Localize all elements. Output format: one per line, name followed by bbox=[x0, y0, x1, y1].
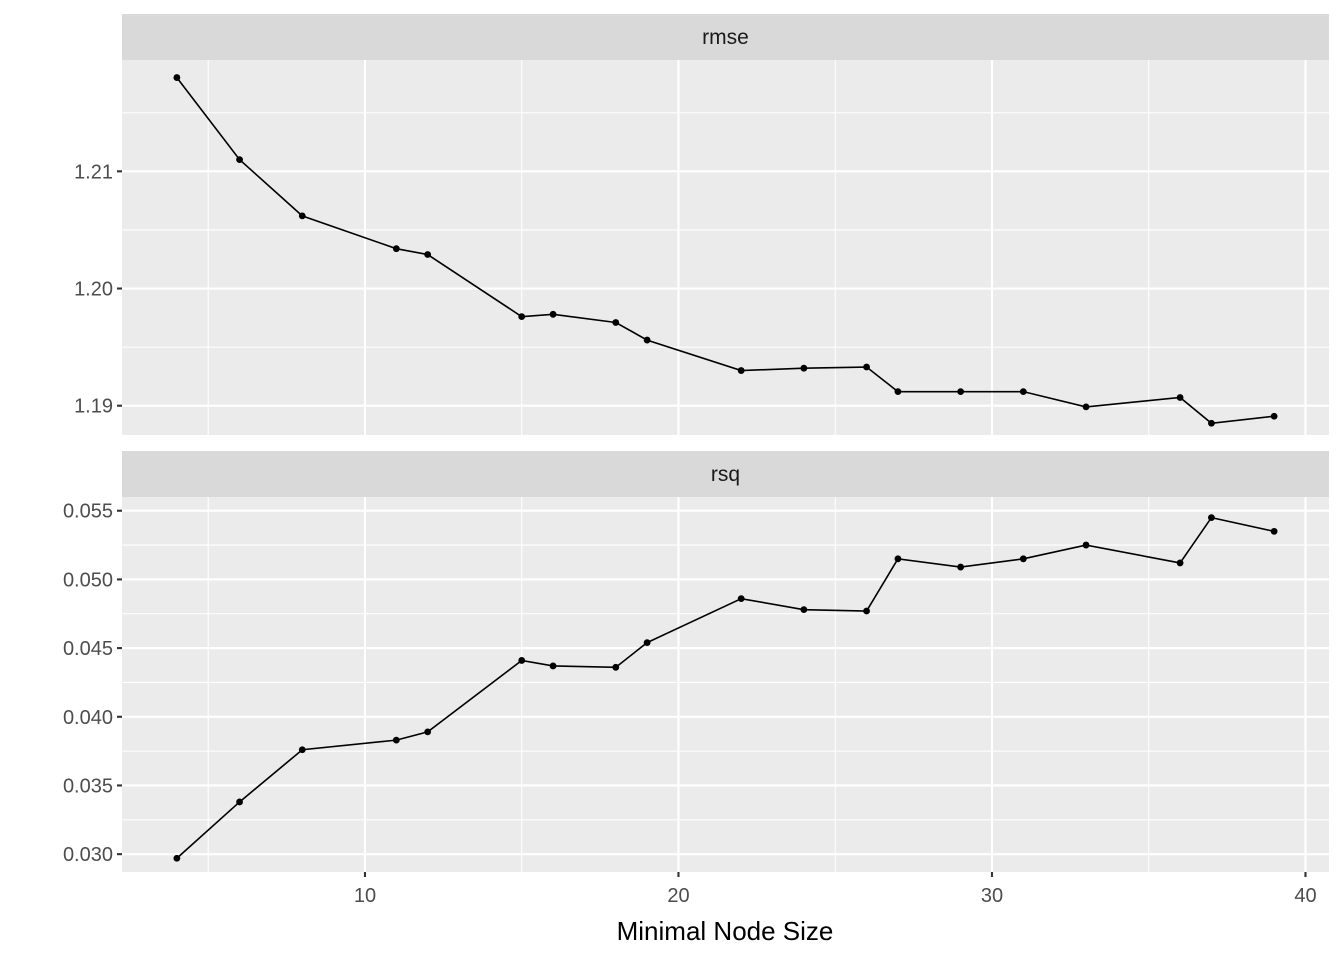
data-point bbox=[424, 728, 432, 736]
data-point bbox=[1176, 559, 1184, 567]
x-axis: 10 20 30 40 bbox=[354, 872, 1317, 907]
data-point bbox=[1019, 388, 1027, 396]
facet-strip bbox=[122, 451, 1329, 497]
data-point bbox=[518, 657, 526, 664]
data-point bbox=[236, 798, 243, 806]
x-tick-label: 20 bbox=[667, 885, 689, 907]
x-tick-label: 30 bbox=[981, 885, 1003, 907]
data-point bbox=[1082, 541, 1090, 549]
facet-strip-label: rmse bbox=[702, 26, 749, 49]
data-point bbox=[894, 388, 902, 396]
data-point bbox=[236, 156, 243, 164]
data-point bbox=[737, 595, 745, 603]
data-point bbox=[392, 245, 400, 253]
data-point bbox=[518, 313, 526, 321]
data-point bbox=[863, 363, 870, 371]
data-point bbox=[424, 251, 432, 258]
data-point bbox=[1208, 514, 1215, 522]
y-tick-label: 0.040 bbox=[63, 707, 113, 729]
facet-strip-label: rsq bbox=[711, 463, 740, 486]
rsq-panel: rsq 0.030 0.035 0.040 0.045 0.050 0.055 bbox=[63, 451, 1329, 872]
x-axis-title: Minimal Node Size bbox=[617, 916, 834, 946]
data-point bbox=[549, 310, 557, 318]
panel-background bbox=[122, 497, 1329, 872]
data-point bbox=[894, 555, 902, 563]
data-point bbox=[800, 606, 808, 614]
data-point bbox=[1270, 527, 1278, 535]
y-tick-label: 1.19 bbox=[74, 396, 113, 418]
data-point bbox=[298, 746, 306, 754]
data-point bbox=[957, 388, 965, 396]
data-point bbox=[1208, 419, 1215, 427]
data-point bbox=[643, 336, 651, 344]
data-point bbox=[1019, 555, 1027, 563]
facet-strip bbox=[122, 14, 1329, 60]
y-tick-label: 0.050 bbox=[63, 569, 113, 591]
x-tick-label: 40 bbox=[1294, 885, 1316, 907]
panel-background bbox=[122, 60, 1329, 435]
data-point bbox=[1270, 412, 1278, 420]
data-point bbox=[957, 563, 965, 571]
data-point bbox=[643, 639, 651, 647]
rmse-panel: rmse 1.19 1.20 1.21 bbox=[74, 14, 1329, 435]
data-point bbox=[612, 663, 620, 671]
data-point bbox=[173, 854, 181, 862]
data-point bbox=[1176, 394, 1184, 401]
y-tick-label: 0.045 bbox=[63, 638, 113, 660]
data-point bbox=[298, 212, 306, 220]
data-point bbox=[800, 364, 808, 372]
data-point bbox=[1082, 403, 1090, 411]
y-tick-label: 0.030 bbox=[63, 844, 113, 866]
data-point bbox=[549, 662, 557, 670]
y-tick-label: 0.035 bbox=[63, 775, 113, 797]
y-tick-label: 1.21 bbox=[74, 161, 113, 183]
y-tick-label: 1.20 bbox=[74, 279, 113, 301]
data-point bbox=[612, 319, 620, 326]
data-point bbox=[863, 607, 870, 615]
data-point bbox=[737, 367, 745, 374]
x-tick-label: 10 bbox=[354, 885, 376, 907]
data-point bbox=[392, 736, 400, 744]
y-tick-label: 0.055 bbox=[63, 501, 113, 523]
data-point bbox=[173, 74, 181, 81]
